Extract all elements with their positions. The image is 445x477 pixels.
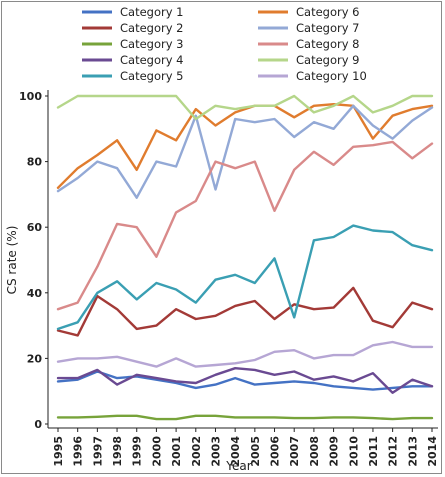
x-tick-label: 2003 [209,436,222,467]
y-tick-label: 100 [19,90,42,103]
x-tick-label: 2002 [190,436,203,467]
x-tick-label: 2012 [387,436,400,467]
x-tick-label: 2004 [229,436,242,467]
legend-label: Category 8 [296,37,360,51]
x-tick-label: 1995 [52,436,65,467]
legend: Category 1 Category 2 Category 3 Category 4… [82,5,367,83]
y-tick-label: 60 [27,221,43,234]
series-lines [56,94,434,421]
x-ticks: 1995 1996 1997 1998 1999 2000 2001 2002 2003 2004… [52,428,439,467]
x-tick-label: 2009 [328,436,341,467]
x-axis-label: Year [225,459,251,473]
legend-label: Category 9 [296,53,360,67]
x-tick-label: 2014 [426,436,439,467]
series-line-5 [56,224,434,331]
x-tick-label: 1998 [111,436,124,467]
series-line-2 [56,286,434,337]
axes: 0 20 40 60 80 100 1995 1996 1997 1998 1999 2000 200… [19,90,439,467]
series-line-4 [56,367,434,394]
series-line-6 [56,102,434,190]
legend-label: Category 3 [120,37,184,51]
series-line-7 [56,104,434,199]
legend-label: Category 7 [296,21,360,35]
y-tick-label: 0 [34,418,42,431]
x-tick-label: 2005 [249,436,262,467]
y-tick-label: 40 [27,287,43,300]
y-axis-label: CS rate (%) [5,226,19,295]
x-tick-label: 2010 [347,436,360,467]
x-tick-label: 2013 [406,436,419,467]
y-ticks: 0 20 40 60 80 100 [19,90,48,431]
x-tick-label: 2008 [308,436,321,467]
x-tick-label: 1997 [91,436,104,467]
legend-label: Category 2 [120,21,184,35]
x-tick-label: 2011 [367,436,380,467]
x-tick-label: 2007 [288,436,301,467]
x-tick-label: 1996 [72,436,85,467]
legend-label: Category 5 [120,69,184,83]
series-line-3 [56,414,434,421]
x-tick-label: 1999 [131,436,144,467]
x-tick-label: 2000 [150,436,163,467]
legend-label: Category 1 [120,5,184,19]
series-line-8 [56,140,434,311]
legend-label: Category 10 [296,69,367,83]
y-tick-label: 80 [27,156,43,169]
legend-label: Category 6 [296,5,360,19]
x-tick-label: 2006 [269,436,282,467]
series-line-10 [56,340,434,368]
y-tick-label: 20 [27,352,43,365]
legend-label: Category 4 [120,53,184,67]
series-line-1 [56,370,434,391]
series-line-9 [56,94,434,121]
x-tick-label: 2001 [170,436,183,467]
